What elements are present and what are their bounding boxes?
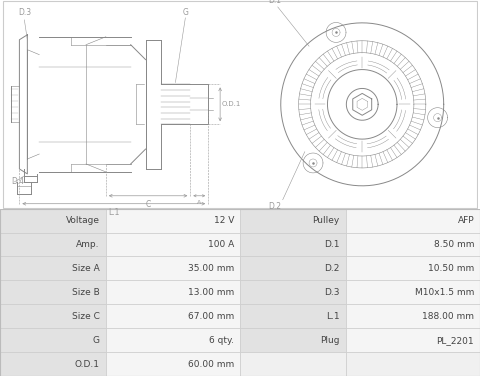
Bar [0,256,106,280]
Text: 12 V: 12 V [214,216,234,225]
Text: PL_2201: PL_2201 [437,336,474,345]
Text: G: G [182,8,188,17]
Bar [240,352,346,376]
Bar [106,280,240,304]
Text: C: C [145,200,151,209]
Bar [240,280,346,304]
Text: Size C: Size C [72,312,100,321]
Text: M10x1.5 mm: M10x1.5 mm [415,288,474,297]
Text: 100 A: 100 A [208,240,234,249]
Text: Size B: Size B [72,288,100,297]
Bar [346,328,480,352]
Text: Plug: Plug [320,336,340,345]
Text: D.4: D.4 [12,177,24,186]
Text: 6 qty.: 6 qty. [209,336,234,345]
Bar [346,304,480,328]
Text: 35.00 mm: 35.00 mm [188,264,234,273]
Bar [0,280,106,304]
Text: 10.50 mm: 10.50 mm [428,264,474,273]
Bar [346,280,480,304]
Text: Size A: Size A [72,264,100,273]
Bar [346,209,480,233]
Bar [106,304,240,328]
Bar [346,352,480,376]
Bar [346,233,480,256]
Text: AFP: AFP [457,216,474,225]
Text: Pulley: Pulley [312,216,340,225]
Text: 13.00 mm: 13.00 mm [188,288,234,297]
Text: D.2: D.2 [324,264,340,273]
Text: 8.50 mm: 8.50 mm [434,240,474,249]
Text: L.1: L.1 [326,312,340,321]
Text: O.D.1: O.D.1 [222,102,241,107]
Text: 188.00 mm: 188.00 mm [422,312,474,321]
Text: Amp.: Amp. [76,240,100,249]
Text: A: A [197,200,202,205]
Text: D.3: D.3 [324,288,340,297]
Bar [240,304,346,328]
Text: 67.00 mm: 67.00 mm [188,312,234,321]
Text: G: G [93,336,100,345]
Text: D.1: D.1 [324,240,340,249]
Bar [106,233,240,256]
Bar [0,233,106,256]
Text: L.1: L.1 [108,208,120,217]
Bar [346,256,480,280]
Bar [106,209,240,233]
Bar [0,209,106,233]
Text: D.3: D.3 [18,8,31,17]
Bar [0,304,106,328]
Text: 60.00 mm: 60.00 mm [188,359,234,368]
Bar [106,328,240,352]
Bar [0,328,106,352]
Text: O.D.1: O.D.1 [75,359,100,368]
Bar [106,256,240,280]
Text: D.1: D.1 [268,0,281,5]
Bar [240,256,346,280]
Bar [106,352,240,376]
Bar [240,209,346,233]
Bar [240,328,346,352]
Text: D.2: D.2 [268,202,281,211]
Bar [240,233,346,256]
Bar [0,352,106,376]
Text: Voltage: Voltage [66,216,100,225]
